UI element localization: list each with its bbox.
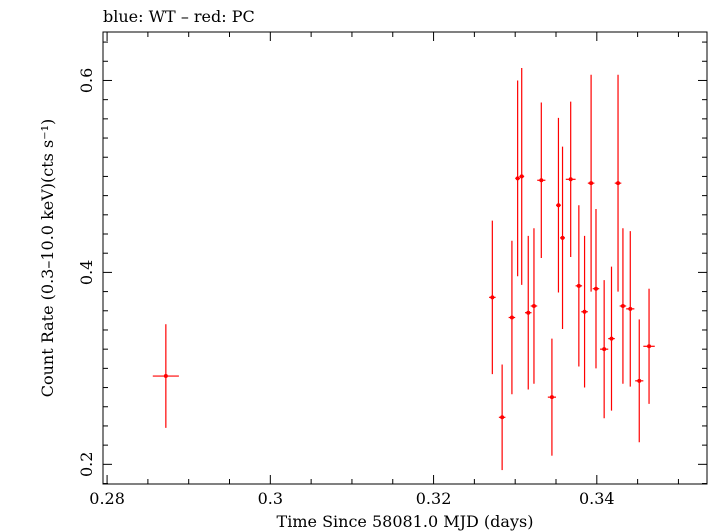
data-point <box>587 74 595 292</box>
point-marker <box>526 310 531 315</box>
data-point <box>626 231 635 387</box>
x-axis-label: Time Since 58081.0 MJD (days) <box>277 512 534 531</box>
point-marker <box>589 181 594 186</box>
point-marker <box>576 283 581 288</box>
y-tick-label: 0.2 <box>77 452 96 477</box>
point-marker <box>539 178 544 183</box>
data-point <box>614 74 622 292</box>
data-point <box>547 338 556 456</box>
point-marker <box>602 347 607 352</box>
point-marker <box>549 395 554 400</box>
point-marker <box>509 315 514 320</box>
x-axis-ticks: 0.28 0.3 0.32 0.34 <box>89 32 679 508</box>
data-point <box>515 80 521 277</box>
data-point <box>592 209 600 369</box>
point-marker <box>593 286 598 291</box>
point-marker <box>519 174 524 179</box>
point-marker <box>582 309 587 314</box>
data-point <box>498 364 506 471</box>
x-tick-label: 0.32 <box>416 489 452 508</box>
x-tick-label: 0.3 <box>258 489 283 508</box>
point-marker <box>637 378 642 383</box>
y-tick-label: 0.4 <box>77 260 96 285</box>
point-marker <box>609 336 614 341</box>
data-point <box>537 102 546 258</box>
point-marker <box>628 306 633 311</box>
data-point <box>565 101 576 258</box>
data-point <box>560 146 565 330</box>
y-axis-ticks: 0.2 0.4 0.6 <box>77 41 707 485</box>
data-point <box>519 67 525 285</box>
point-marker <box>560 235 565 240</box>
data-point <box>556 117 561 293</box>
data-point <box>508 240 516 395</box>
point-marker <box>620 303 625 308</box>
x-tick-label: 0.34 <box>579 489 615 508</box>
chart-title: blue: WT – red: PC <box>103 7 255 26</box>
data-point <box>600 280 609 419</box>
data-point <box>619 228 627 384</box>
x-tick-label: 0.28 <box>89 489 125 508</box>
data-point <box>530 228 538 384</box>
data-points <box>152 67 655 471</box>
point-marker <box>490 295 495 300</box>
point-marker <box>616 181 621 186</box>
point-marker <box>515 176 520 181</box>
y-tick-label: 0.6 <box>77 68 96 93</box>
data-point <box>643 288 655 404</box>
point-marker <box>163 374 168 379</box>
point-marker <box>568 177 573 182</box>
data-point <box>581 235 588 388</box>
point-marker <box>531 303 536 308</box>
data-point <box>608 266 615 411</box>
plot-frame <box>102 31 708 485</box>
point-marker <box>647 344 652 349</box>
data-point <box>524 235 532 390</box>
y-axis-label: Count Rate (0.3–10.0 keV)(cts s⁻¹) <box>38 119 57 398</box>
data-point <box>575 205 583 367</box>
data-point <box>635 319 644 443</box>
data-point <box>489 220 496 375</box>
point-marker <box>500 415 505 420</box>
point-marker <box>556 203 561 208</box>
data-point <box>152 324 179 428</box>
